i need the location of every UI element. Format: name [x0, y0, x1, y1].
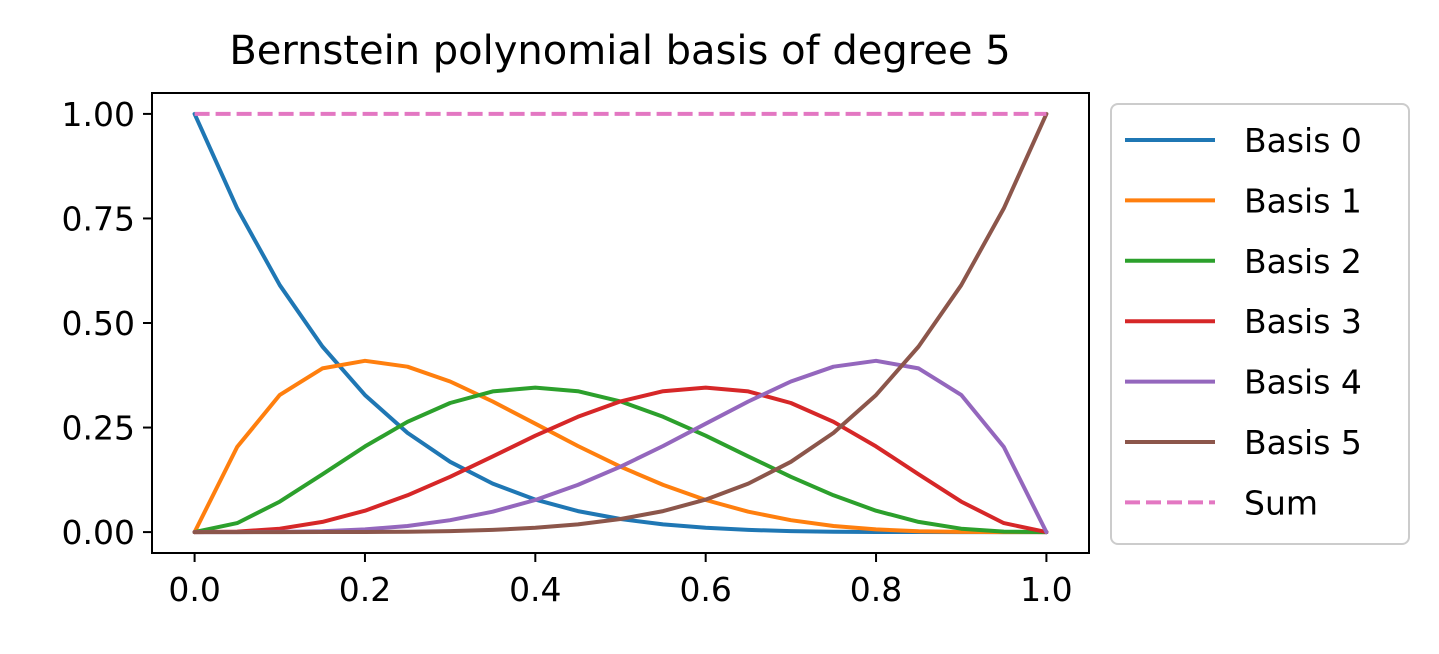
legend-label-basis-3: Basis 3	[1244, 302, 1362, 341]
y-axis: 0.00 0.25 0.50 0.75 1.00	[62, 95, 152, 552]
x-tick-label: 0.2	[339, 570, 391, 609]
y-tick-label: 0.00	[62, 513, 135, 552]
legend: Basis 0 Basis 1 Basis 2 Basis 3 Basis 4 Basis…	[1110, 103, 1410, 545]
legend-label-basis-0: Basis 0	[1244, 121, 1362, 160]
legend-box	[1110, 103, 1410, 545]
legend-label-basis-5: Basis 5	[1244, 423, 1362, 462]
legend-label-sum: Sum	[1244, 483, 1318, 522]
x-tick-label: 0.4	[509, 570, 561, 609]
legend-label-basis-1: Basis 1	[1244, 181, 1362, 220]
x-tick-label: 0.6	[679, 570, 731, 609]
chart-title: Bernstein polynomial basis of degree 5	[229, 28, 1010, 74]
x-tick-label: 0.8	[850, 570, 902, 609]
x-tick-label: 1.0	[1020, 570, 1072, 609]
series-layer	[192, 111, 1049, 535]
legend-label-basis-4: Basis 4	[1244, 363, 1362, 402]
x-axis: 0.0 0.2 0.4 0.6 0.8 1.0	[168, 553, 1073, 609]
y-tick-label: 0.25	[62, 409, 135, 448]
x-tick-label: 0.0	[168, 570, 220, 609]
y-tick-label: 0.75	[62, 199, 135, 238]
legend-label-basis-2: Basis 2	[1244, 242, 1362, 281]
y-tick-label: 0.50	[62, 304, 135, 343]
series-line-basis-5	[192, 111, 1049, 535]
series-line-basis-3	[192, 385, 1049, 535]
y-tick-label: 1.00	[62, 95, 135, 134]
